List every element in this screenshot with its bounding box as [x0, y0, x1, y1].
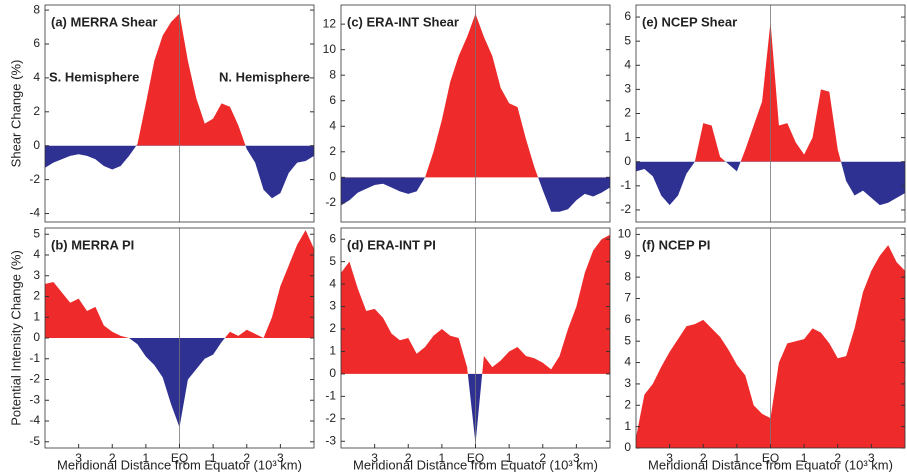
x-tick-label: EQ: [171, 451, 188, 465]
y-tick-label: 2: [33, 104, 40, 118]
y-tick-label: 0: [624, 440, 631, 454]
y-tick-label: 3: [624, 376, 631, 390]
y-tick-label: 8: [624, 269, 631, 283]
x-tick-label: 2: [243, 451, 250, 465]
y-tick-label: 2: [329, 321, 336, 335]
y-axis-label: Potential Intensity Change (%): [8, 250, 23, 426]
y-tick-label: 6: [624, 9, 631, 23]
y-tick-label: 4: [624, 57, 631, 71]
y-tick-label: 2: [329, 144, 336, 158]
y-tick-label: 4: [624, 355, 631, 369]
annotation: N. Hemisphere: [219, 69, 310, 84]
area: [636, 245, 905, 448]
y-tick-label: 5: [624, 33, 631, 47]
x-tick-label: 3: [277, 451, 284, 465]
y-tick-label: 7: [624, 291, 631, 305]
y-tick-label: -1: [29, 351, 40, 365]
panel-title: (f) NCEP PI: [642, 237, 710, 252]
y-tick-label: -4: [29, 206, 40, 220]
y-tick-label: 4: [33, 70, 40, 84]
y-tick-label: 5: [624, 333, 631, 347]
plot-frame: [44, 4, 315, 223]
y-tick-label: 6: [329, 231, 336, 245]
y-tick-label: 1: [624, 130, 631, 144]
x-tick-label: 2: [405, 451, 412, 465]
y-tick-label: 6: [33, 36, 40, 50]
y-tick-label: 2: [624, 397, 631, 411]
x-tick-label: 2: [109, 451, 116, 465]
x-tick-label: 1: [734, 451, 741, 465]
y-tick-label: 6: [329, 93, 336, 107]
x-axis-label: Meridional Distance from Equator (10³ km…: [353, 457, 598, 472]
x-tick-label: 1: [506, 451, 513, 465]
y-tick-label: 8: [33, 2, 40, 16]
y-axis-label: Shear Change (%): [8, 60, 23, 168]
x-tick-label: EQ: [762, 451, 779, 465]
plot-frame: [340, 4, 611, 223]
y-tick-label: 3: [33, 268, 40, 282]
x-tick-label: 1: [801, 451, 808, 465]
y-tick-label: -2: [325, 195, 336, 209]
y-tick-label: 2: [33, 289, 40, 303]
x-tick-label: 3: [371, 451, 378, 465]
x-axis-label: Meridional Distance from Equator (10³ km…: [57, 457, 302, 472]
panel-title: (c) ERA-INT Shear: [347, 14, 459, 29]
y-tick-label: -3: [29, 392, 40, 406]
x-axis-label: Meridional Distance from Equator (10³ km…: [648, 457, 893, 472]
x-tick-label: 3: [573, 451, 580, 465]
x-tick-label: 2: [700, 451, 707, 465]
y-tick-label: -1: [325, 389, 336, 403]
y-tick-label: 3: [624, 82, 631, 96]
x-tick-label: 1: [439, 451, 446, 465]
panel-title: (a) MERRA Shear: [51, 14, 157, 29]
x-tick-label: 1: [210, 451, 217, 465]
x-tick-label: 3: [868, 451, 875, 465]
annotation: S. Hemisphere: [49, 69, 139, 84]
y-tick-label: 0: [33, 330, 40, 344]
panel-title: (b) MERRA PI: [51, 237, 134, 252]
x-tick-label: 2: [834, 451, 841, 465]
y-tick-label: -2: [325, 411, 336, 425]
panel-title: (d) ERA-INT PI: [347, 237, 436, 252]
x-tick-label: 2: [539, 451, 546, 465]
y-tick-label: 10: [618, 227, 632, 241]
x-tick-label: EQ: [467, 451, 484, 465]
panel-title: (e) NCEP Shear: [642, 14, 737, 29]
y-tick-label: 1: [33, 309, 40, 323]
y-tick-label: -3: [325, 433, 336, 447]
y-tick-label: 4: [33, 247, 40, 261]
y-tick-label: -1: [620, 178, 631, 192]
y-tick-label: -5: [29, 434, 40, 448]
x-tick-label: 3: [75, 451, 82, 465]
y-tick-label: -2: [29, 172, 40, 186]
y-tick-label: 12: [323, 16, 337, 30]
y-tick-label: 0: [33, 138, 40, 152]
x-tick-label: 1: [143, 451, 150, 465]
y-tick-label: 3: [329, 299, 336, 313]
y-tick-label: 0: [329, 169, 336, 183]
y-tick-label: -4: [29, 413, 40, 427]
y-tick-label: 9: [624, 248, 631, 262]
y-tick-label: 5: [33, 226, 40, 240]
y-tick-label: 6: [624, 312, 631, 326]
y-tick-label: 5: [329, 254, 336, 268]
y-tick-label: 2: [624, 106, 631, 120]
y-tick-label: 0: [624, 154, 631, 168]
y-tick-label: 1: [624, 419, 631, 433]
y-tick-label: 10: [323, 42, 337, 56]
y-tick-label: -2: [29, 372, 40, 386]
y-tick-label: 1: [329, 344, 336, 358]
y-tick-label: 0: [329, 366, 336, 380]
y-tick-label: 4: [329, 118, 336, 132]
x-tick-label: 3: [666, 451, 673, 465]
y-tick-label: -2: [620, 202, 631, 216]
y-tick-label: 8: [329, 67, 336, 81]
y-tick-label: 4: [329, 276, 336, 290]
